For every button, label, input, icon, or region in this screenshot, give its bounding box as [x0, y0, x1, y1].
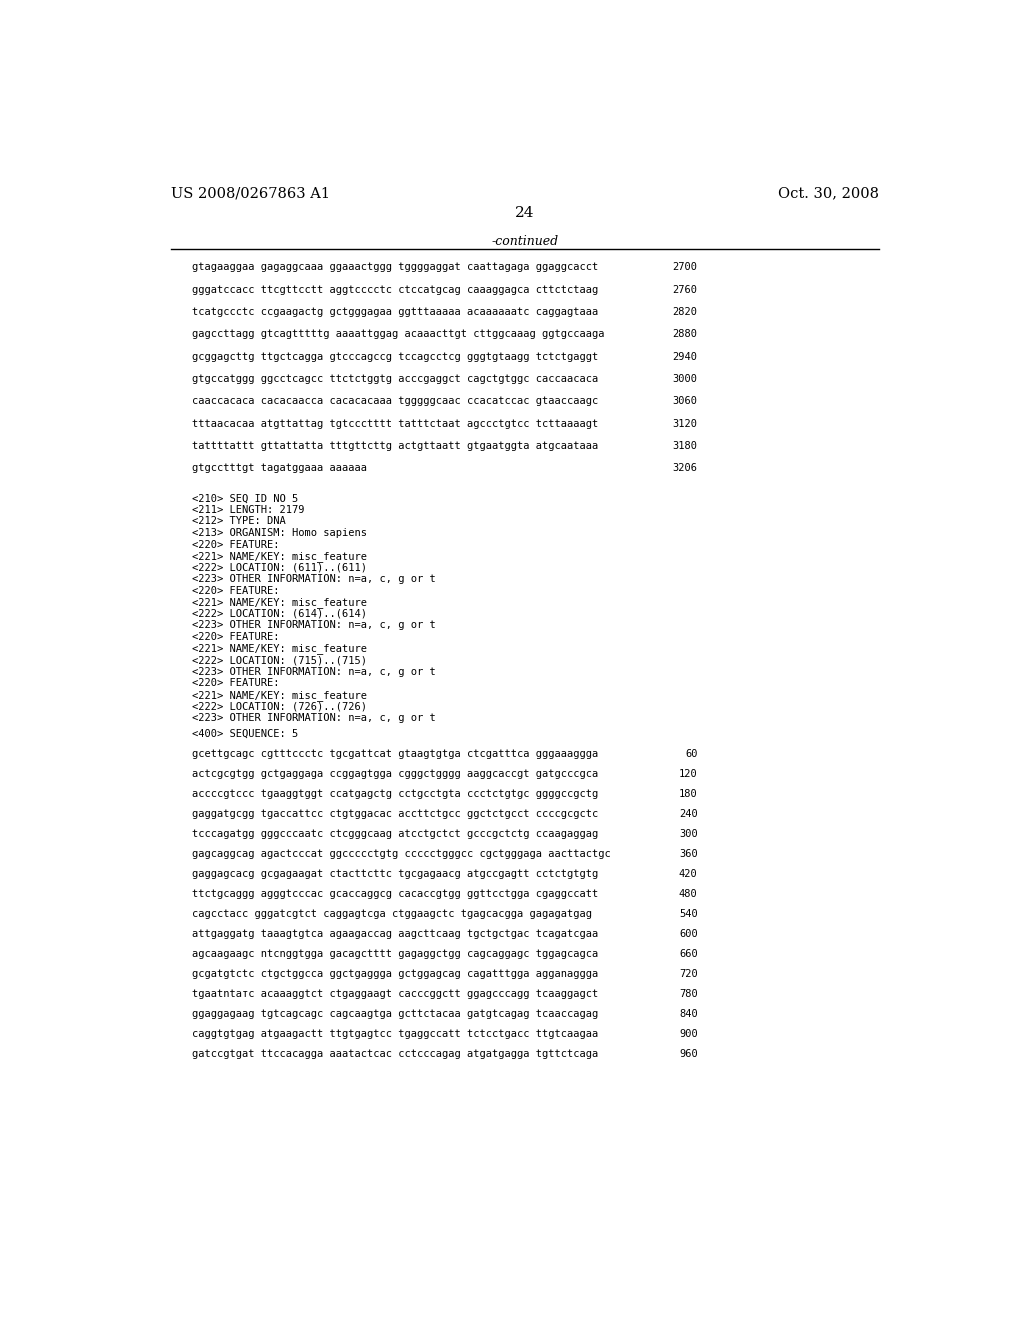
- Text: tgaatntатс acaaaggtct ctgaggaagt cacccggctt ggagcccagg tcaaggagct: tgaatntатс acaaaggtct ctgaggaagt cacccgg…: [191, 989, 598, 999]
- Text: 3206: 3206: [673, 463, 697, 474]
- Text: tttaacacaa atgttattag tgtccctttt tatttctaat agccctgtcc tcttaaaagt: tttaacacaa atgttattag tgtccctttt tatttct…: [191, 418, 598, 429]
- Text: -continued: -continued: [492, 235, 558, 248]
- Text: caaccacaca cacacaacca cacacacaaa tgggggcaac ccacatccac gtaaccaagc: caaccacaca cacacaacca cacacacaaa tgggggc…: [191, 396, 598, 407]
- Text: ggaggagaag tgtcagcagc cagcaagtga gcttctacaa gatgtcagag tcaaccagag: ggaggagaag tgtcagcagc cagcaagtga gcttcta…: [191, 1010, 598, 1019]
- Text: Oct. 30, 2008: Oct. 30, 2008: [778, 186, 879, 201]
- Text: <220> FEATURE:: <220> FEATURE:: [191, 586, 280, 595]
- Text: agcaagaagc ntcnggtgga gacagctttt gagaggctgg cagcaggagc tggagcagca: agcaagaagc ntcnggtgga gacagctttt gagaggc…: [191, 949, 598, 960]
- Text: gcgatgtctc ctgctggcca ggctgaggga gctggagcag cagatttgga agganaggga: gcgatgtctc ctgctggcca ggctgaggga gctggag…: [191, 969, 598, 979]
- Text: gcggagcttg ttgctcagga gtcccagccg tccagcctcg gggtgtaagg tctctgaggt: gcggagcttg ttgctcagga gtcccagccg tccagcc…: [191, 351, 598, 362]
- Text: <221> NAME/KEY: misc_feature: <221> NAME/KEY: misc_feature: [191, 689, 367, 701]
- Text: 2700: 2700: [673, 263, 697, 272]
- Text: 3060: 3060: [673, 396, 697, 407]
- Text: <220> FEATURE:: <220> FEATURE:: [191, 632, 280, 642]
- Text: <223> OTHER INFORMATION: n=a, c, g or t: <223> OTHER INFORMATION: n=a, c, g or t: [191, 620, 435, 631]
- Text: <222> LOCATION: (726)..(726): <222> LOCATION: (726)..(726): [191, 701, 367, 711]
- Text: <221> NAME/KEY: misc_feature: <221> NAME/KEY: misc_feature: [191, 644, 367, 655]
- Text: gaggatgcgg tgaccattcc ctgtggacac accttctgcc ggctctgcct ccccgcgctc: gaggatgcgg tgaccattcc ctgtggacac accttct…: [191, 809, 598, 818]
- Text: gaggagcacg gcgagaagat ctacttcttc tgcgagaacg atgccgagtt cctctgtgtg: gaggagcacg gcgagaagat ctacttcttc tgcgaga…: [191, 869, 598, 879]
- Text: 360: 360: [679, 849, 697, 859]
- Text: tcccagatgg gggcccaatc ctcgggcaag atcctgctct gcccgctctg ccaagaggag: tcccagatgg gggcccaatc ctcgggcaag atcctgc…: [191, 829, 598, 840]
- Text: 24: 24: [515, 206, 535, 220]
- Text: 900: 900: [679, 1030, 697, 1039]
- Text: gggatccacc ttcgttcctt aggtcccctc ctccatgcag caaaggagca cttctctaag: gggatccacc ttcgttcctt aggtcccctc ctccatg…: [191, 285, 598, 294]
- Text: <220> FEATURE:: <220> FEATURE:: [191, 678, 280, 688]
- Text: attgaggatg taaagtgtca agaagaccag aagcttcaag tgctgctgac tcagatcgaa: attgaggatg taaagtgtca agaagaccag aagcttc…: [191, 929, 598, 939]
- Text: <223> OTHER INFORMATION: n=a, c, g or t: <223> OTHER INFORMATION: n=a, c, g or t: [191, 574, 435, 585]
- Text: 240: 240: [679, 809, 697, 818]
- Text: <400> SEQUENCE: 5: <400> SEQUENCE: 5: [191, 729, 298, 739]
- Text: accccgtccc tgaaggtggt ccatgagctg cctgcctgta ccctctgtgc ggggccgctg: accccgtccc tgaaggtggt ccatgagctg cctgcct…: [191, 789, 598, 799]
- Text: 720: 720: [679, 969, 697, 979]
- Text: caggtgtgag atgaagactt ttgtgagtcc tgaggccatt tctcctgacc ttgtcaagaa: caggtgtgag atgaagactt ttgtgagtcc tgaggcc…: [191, 1030, 598, 1039]
- Text: <222> LOCATION: (614)..(614): <222> LOCATION: (614)..(614): [191, 609, 367, 619]
- Text: 3120: 3120: [673, 418, 697, 429]
- Text: ttctgcaggg agggtcccac gcaccaggcg cacaccgtgg ggttcctgga cgaggccatt: ttctgcaggg agggtcccac gcaccaggcg cacaccg…: [191, 890, 598, 899]
- Text: gagcaggcag agactcccat ggccccctgtg ccccctgggcc cgctgggaga aacttactgc: gagcaggcag agactcccat ggccccctgtg ccccct…: [191, 849, 610, 859]
- Text: 840: 840: [679, 1010, 697, 1019]
- Text: <213> ORGANISM: Homo sapiens: <213> ORGANISM: Homo sapiens: [191, 528, 367, 539]
- Text: <220> FEATURE:: <220> FEATURE:: [191, 540, 280, 549]
- Text: 660: 660: [679, 949, 697, 960]
- Text: 3000: 3000: [673, 374, 697, 384]
- Text: gatccgtgat ttccacagga aaatactcac cctcccagag atgatgagga tgttctcaga: gatccgtgat ttccacagga aaatactcac cctccca…: [191, 1049, 598, 1059]
- Text: <211> LENGTH: 2179: <211> LENGTH: 2179: [191, 506, 304, 515]
- Text: <210> SEQ ID NO 5: <210> SEQ ID NO 5: [191, 494, 298, 503]
- Text: gtgcctttgt tagatggaaa aaaaaa: gtgcctttgt tagatggaaa aaaaaa: [191, 463, 367, 474]
- Text: 2880: 2880: [673, 330, 697, 339]
- Text: 2760: 2760: [673, 285, 697, 294]
- Text: cagcctacc gggatcgtct caggagtcga ctggaagctc tgagcacgga gagagatgag: cagcctacc gggatcgtct caggagtcga ctggaagc…: [191, 909, 592, 919]
- Text: actcgcgtgg gctgaggaga ccggagtgga cgggctgggg aaggcaccgt gatgcccgca: actcgcgtgg gctgaggaga ccggagtgga cgggctg…: [191, 770, 598, 779]
- Text: 180: 180: [679, 789, 697, 799]
- Text: 3180: 3180: [673, 441, 697, 451]
- Text: <221> NAME/KEY: misc_feature: <221> NAME/KEY: misc_feature: [191, 598, 367, 609]
- Text: 2820: 2820: [673, 308, 697, 317]
- Text: <222> LOCATION: (715)..(715): <222> LOCATION: (715)..(715): [191, 655, 367, 665]
- Text: gtgccatggg ggcctcagcc ttctctggtg acccgaggct cagctgtggc caccaacaca: gtgccatggg ggcctcagcc ttctctggtg acccgag…: [191, 374, 598, 384]
- Text: gcettgcagc cgtttccctc tgcgattcat gtaagtgtga ctcgatttca gggaaaggga: gcettgcagc cgtttccctc tgcgattcat gtaagtg…: [191, 748, 598, 759]
- Text: 480: 480: [679, 890, 697, 899]
- Text: 420: 420: [679, 869, 697, 879]
- Text: 120: 120: [679, 770, 697, 779]
- Text: gtagaaggaa gagaggcaaa ggaaactggg tggggaggat caattagaga ggaggcacct: gtagaaggaa gagaggcaaa ggaaactggg tggggag…: [191, 263, 598, 272]
- Text: 600: 600: [679, 929, 697, 939]
- Text: <223> OTHER INFORMATION: n=a, c, g or t: <223> OTHER INFORMATION: n=a, c, g or t: [191, 713, 435, 723]
- Text: tcatgccctc ccgaagactg gctgggagaa ggtttaaaaa acaaaaaatc caggagtaaa: tcatgccctc ccgaagactg gctgggagaa ggtttaa…: [191, 308, 598, 317]
- Text: 780: 780: [679, 989, 697, 999]
- Text: <223> OTHER INFORMATION: n=a, c, g or t: <223> OTHER INFORMATION: n=a, c, g or t: [191, 667, 435, 677]
- Text: tattttattt gttattatta tttgttcttg actgttaatt gtgaatggta atgcaataaa: tattttattt gttattatta tttgttcttg actgtta…: [191, 441, 598, 451]
- Text: 300: 300: [679, 829, 697, 840]
- Text: gagccttagg gtcagtttttg aaaattggag acaaacttgt cttggcaaag ggtgccaaga: gagccttagg gtcagtttttg aaaattggag acaaac…: [191, 330, 604, 339]
- Text: <212> TYPE: DNA: <212> TYPE: DNA: [191, 516, 286, 527]
- Text: 60: 60: [685, 748, 697, 759]
- Text: 2940: 2940: [673, 351, 697, 362]
- Text: US 2008/0267863 A1: US 2008/0267863 A1: [171, 186, 330, 201]
- Text: <221> NAME/KEY: misc_feature: <221> NAME/KEY: misc_feature: [191, 552, 367, 562]
- Text: 960: 960: [679, 1049, 697, 1059]
- Text: 540: 540: [679, 909, 697, 919]
- Text: <222> LOCATION: (611)..(611): <222> LOCATION: (611)..(611): [191, 562, 367, 573]
